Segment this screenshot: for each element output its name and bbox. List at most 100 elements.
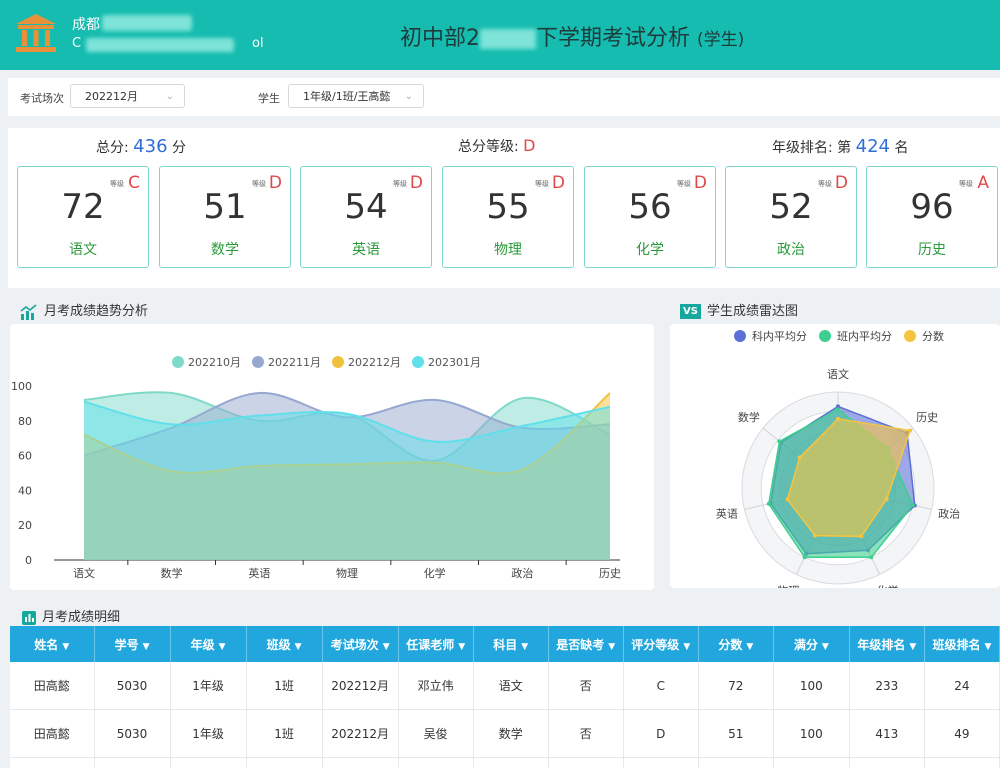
- sort-down-icon: ▼: [984, 641, 992, 652]
- column-header[interactable]: 年级 ▼: [170, 626, 247, 662]
- table-row[interactable]: 田高懿 5030 1年级 1班 202212月 吴俊 数学否 D 51 100 413 49: [10, 709, 1000, 758]
- radar-point: [869, 555, 874, 560]
- y-tick-label: 20: [18, 519, 32, 532]
- legend-marker: [412, 356, 424, 368]
- subject-card[interactable]: 等级 D 51 数学: [159, 166, 291, 268]
- table-header-row: 姓名 ▼ 学号 ▼ 年级 ▼ 班级 ▼ 考试场次 ▼ 任课老师 ▼ 科目 ▼ 是否缺考 ▼ 评分…: [10, 626, 1000, 662]
- legend-label: 班内平均分: [837, 329, 892, 343]
- card-score: 51: [203, 187, 247, 227]
- column-header[interactable]: 满分 ▼: [773, 626, 850, 662]
- table-cell: 24: [924, 662, 1000, 710]
- sort-down-icon: ▼: [142, 641, 150, 652]
- sort-down-icon: ▼: [218, 641, 226, 652]
- title-prefix: 初中部2: [400, 26, 480, 51]
- trend-chart-panel: 202210月 202211月 202212月 202301月 0 20 40 60 80 100…: [10, 324, 654, 590]
- card-subject: 数学: [211, 242, 239, 258]
- y-tick-label: 80: [18, 415, 32, 428]
- trend-title-text: 月考成绩趋势分析: [44, 304, 149, 319]
- score-summary: 总分: 436 分 总分等级: D 年级排名: 第 424 名 等级 C 72 …: [8, 128, 1000, 288]
- radar-chart-panel: 科内平均分 班内平均分 分数语文历史政治化学 物理 英语 数学: [670, 324, 1000, 598]
- table-cell: [473, 757, 549, 768]
- table-cell: 田高懿: [10, 662, 95, 710]
- column-header[interactable]: 是否缺考 ▼: [548, 626, 624, 662]
- grade-label: 总分等级:: [458, 139, 519, 155]
- column-header[interactable]: 班级排名 ▼: [924, 626, 1000, 662]
- table-cell: [170, 757, 247, 768]
- total-value: 436: [133, 136, 168, 157]
- exam-label: 考试场次: [20, 92, 64, 105]
- card-grade-label: 等级: [959, 180, 973, 188]
- card-score: 96: [910, 187, 954, 227]
- legend-marker: [332, 356, 344, 368]
- radar-point: [908, 428, 913, 433]
- table-cell: 田高懿: [10, 709, 95, 758]
- trend-chart-icon: [20, 303, 37, 320]
- total-unit: 分: [171, 140, 186, 156]
- card-grade-label: 等级: [535, 180, 549, 188]
- sort-down-icon: ▼: [683, 641, 691, 652]
- x-tick-label: 历史: [599, 567, 621, 580]
- y-tick-label: 0: [25, 554, 32, 567]
- subject-card[interactable]: 等级 D 52 政治: [725, 166, 857, 268]
- table-cell: 202212月: [322, 709, 399, 758]
- column-header[interactable]: 班级 ▼: [246, 626, 323, 662]
- x-tick-label: 物理: [336, 566, 358, 580]
- sort-down-icon: ▼: [746, 641, 754, 652]
- student-label: 学生: [258, 92, 280, 105]
- title-suffix: 下学期考试分析: [536, 26, 691, 51]
- redacted-text: [480, 29, 536, 49]
- subject-card[interactable]: 等级 D 55 物理: [442, 166, 574, 268]
- sort-down-icon: ▼: [382, 641, 390, 652]
- column-header[interactable]: 考试场次 ▼: [322, 626, 399, 662]
- radar-point: [910, 503, 915, 508]
- radar-point: [785, 497, 790, 502]
- rank-value: 424: [855, 136, 890, 157]
- column-header[interactable]: 姓名 ▼: [10, 626, 95, 662]
- column-header[interactable]: 年级排名 ▼: [849, 626, 925, 662]
- x-tick-label: 数学: [161, 566, 183, 580]
- page-title: 初中部2 下学期考试分析 (学生): [400, 20, 744, 52]
- column-header[interactable]: 科目 ▼: [473, 626, 549, 662]
- card-subject: 历史: [918, 242, 946, 258]
- column-header[interactable]: 分数 ▼: [698, 626, 774, 662]
- column-header[interactable]: 任课老师 ▼: [398, 626, 474, 662]
- x-tick-label: 化学: [424, 566, 446, 580]
- radar-indicator-label: 物理: [778, 584, 800, 588]
- card-score: 55: [486, 187, 530, 227]
- card-score: 54: [344, 187, 388, 227]
- table-cell: 49: [924, 709, 1000, 758]
- card-grade-label: 等级: [393, 180, 407, 188]
- subject-card[interactable]: 等级 D 56 化学: [584, 166, 716, 268]
- column-header[interactable]: 学号 ▼: [94, 626, 171, 662]
- y-tick-label: 100: [11, 380, 32, 393]
- card-grade-label: 等级: [677, 180, 691, 188]
- table-cell: [698, 757, 774, 768]
- sort-down-icon: ▼: [821, 641, 829, 652]
- trend-chart: 202210月 202211月 202212月 202301月 0 20 40 60 80 100…: [11, 356, 621, 580]
- radar-indicator-label: 数学: [738, 410, 760, 424]
- subject-card[interactable]: 等级 A 96 历史: [866, 166, 998, 268]
- exam-select[interactable]: 202212月 ⌄: [70, 84, 185, 108]
- trend-section-title: 月考成绩趋势分析: [20, 300, 148, 320]
- table-row[interactable]: 田高懿 5030 1年级 1班 202212月 邓立伟 语文否 C 72 100 233 24: [10, 662, 1000, 710]
- card-score: 72: [61, 187, 105, 227]
- card-grade-label: 等级: [110, 180, 124, 188]
- column-header[interactable]: 评分等级 ▼: [623, 626, 699, 662]
- chevron-down-icon: ⌄: [404, 91, 413, 102]
- radar-indicator-label: 英语: [716, 506, 738, 520]
- radar-point: [836, 404, 840, 409]
- legend-label: 202212月: [348, 356, 401, 369]
- subject-card[interactable]: 等级 D 54 英语: [300, 166, 432, 268]
- radar-point: [802, 555, 807, 560]
- total-grade: 总分等级: D: [458, 136, 536, 156]
- radar-indicator-label: 政治: [938, 506, 960, 520]
- table-cell: [322, 757, 399, 768]
- student-select[interactable]: 1年级/1班/王高懿 ⌄: [288, 84, 424, 108]
- table-cell: 1班: [246, 662, 323, 710]
- subject-card[interactable]: 等级 C 72 语文: [17, 166, 149, 268]
- table-row[interactable]: [10, 757, 1000, 768]
- card-grade-label: 等级: [252, 180, 266, 188]
- sort-down-icon: ▼: [62, 641, 70, 652]
- legend-label: 分数: [922, 330, 944, 343]
- total-label: 总分:: [96, 140, 129, 156]
